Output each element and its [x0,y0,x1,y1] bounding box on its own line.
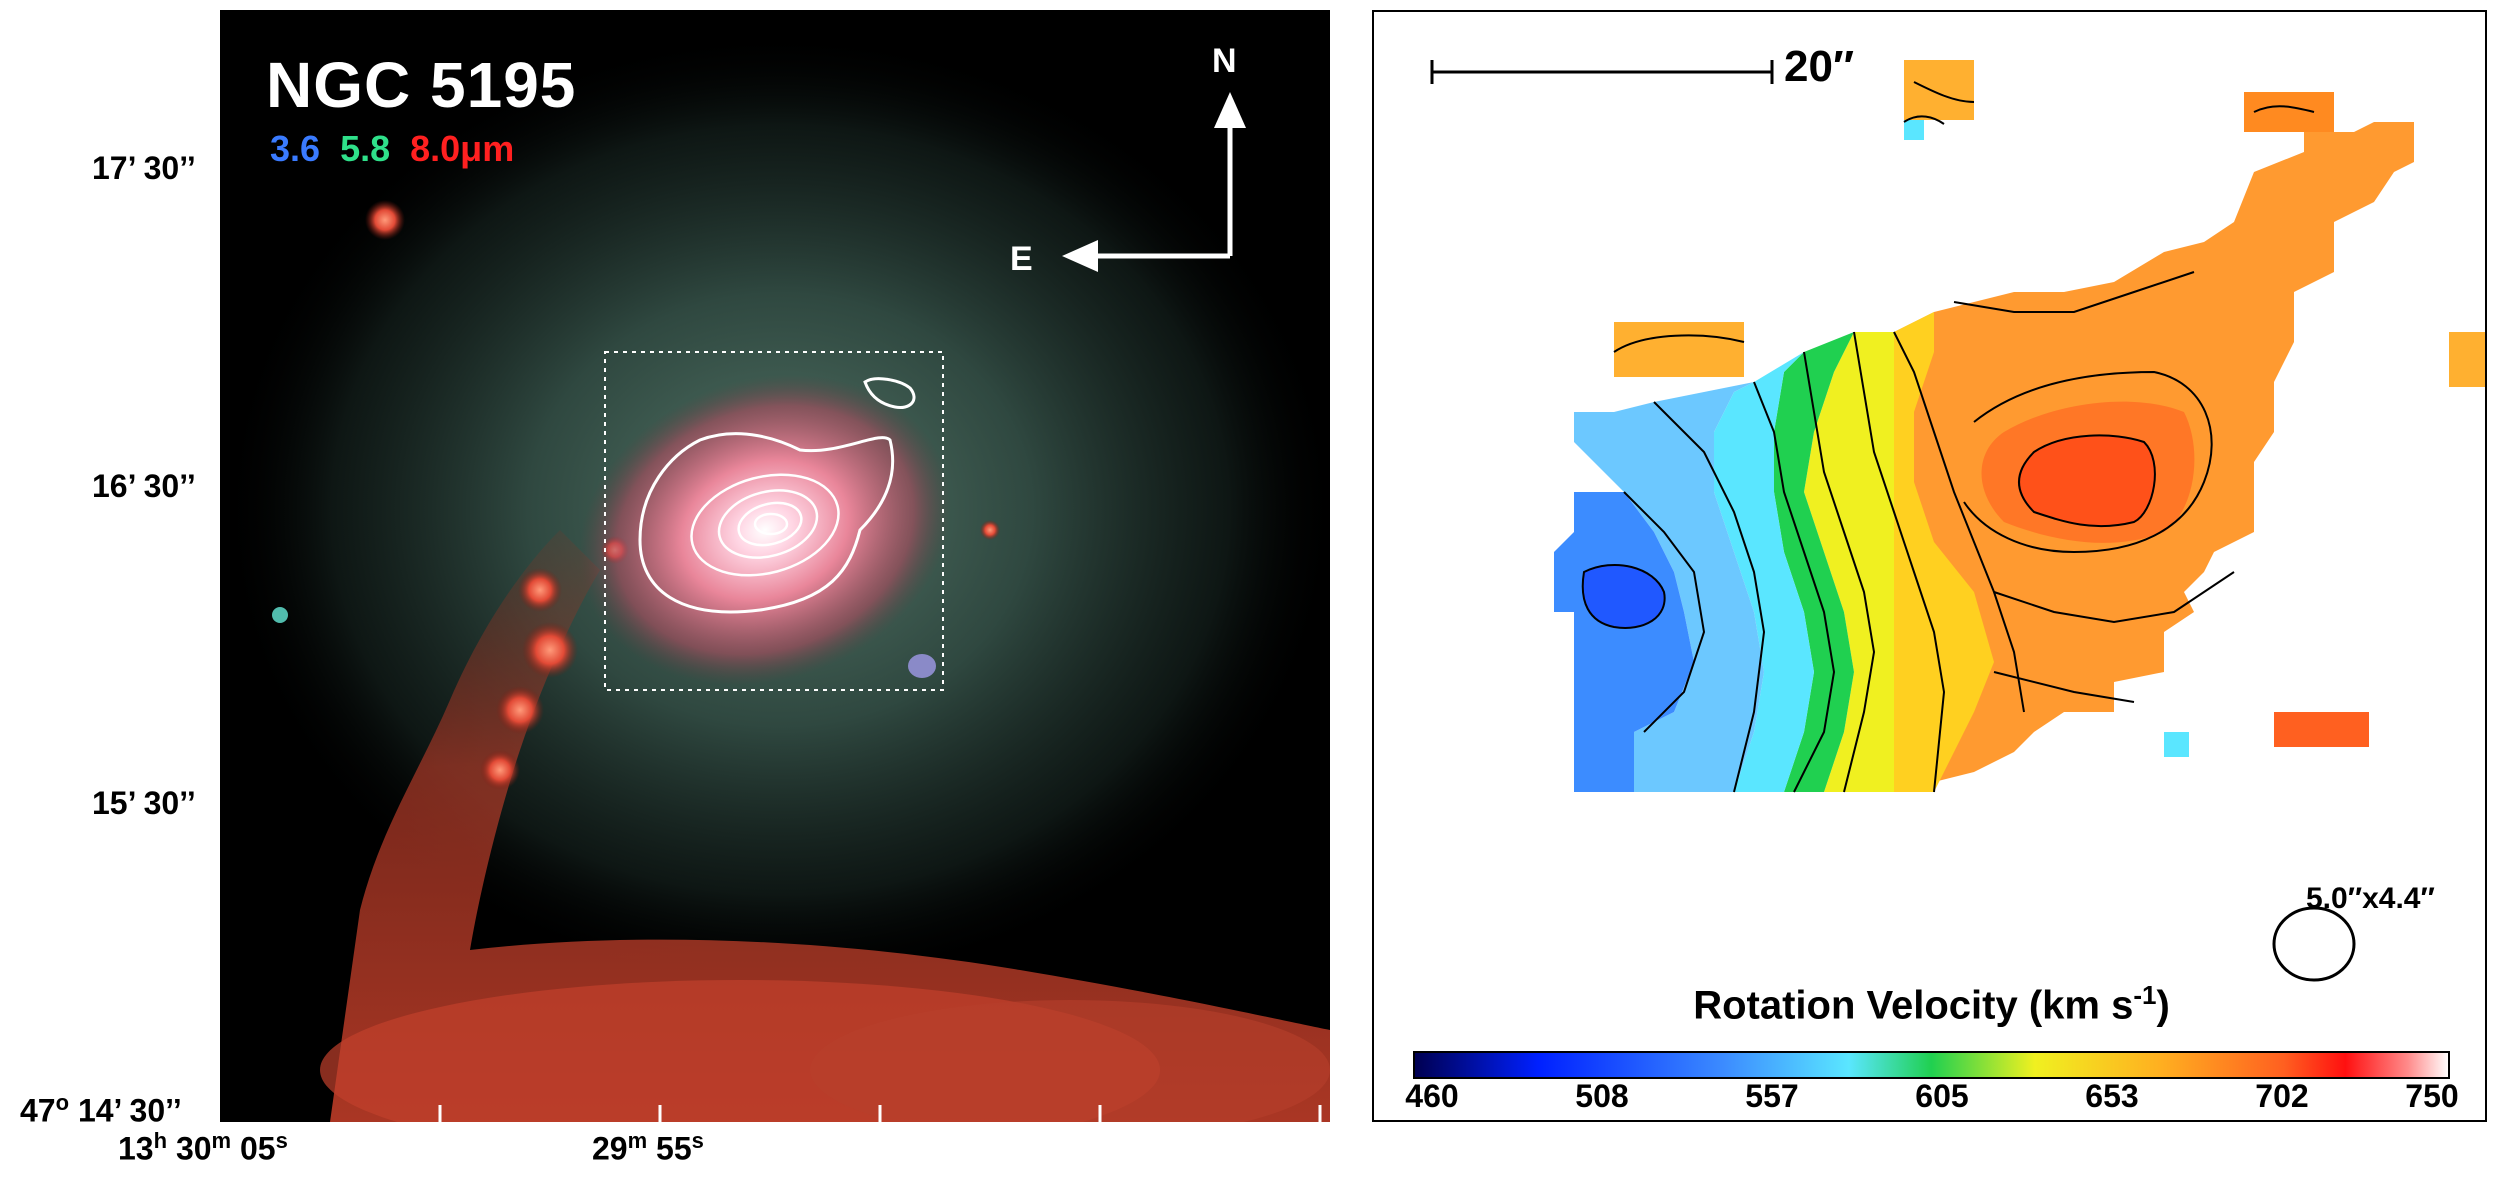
colorbar-tick: 605 [1915,1078,1969,1114]
dec-label-14-30: 47o 14’ 30’’ [20,1090,182,1129]
velocity-contours [1581,81,2315,793]
compass-east-label: E [1010,240,1033,278]
colorbar-tick: 702 [2255,1078,2309,1114]
colorbar-ticks: 460 508 557 605 653 702 750 [1374,1078,2485,1118]
band-label-5-8: 5.8 [340,128,391,169]
beam-size-label: 5.0″x4.4″ [2306,882,2435,915]
velocity-map [1413,60,2485,1079]
image-title: NGC 5195 [266,49,577,121]
band-label-8-0: 8.0μm [410,128,515,169]
colorbar-tick: 508 [1575,1078,1629,1114]
colorbar-tick: 750 [2405,1078,2459,1114]
dec-label-15-30: 15’ 30’’ [92,785,196,821]
velocity-field [1554,60,2485,792]
ra-label-29m55s: 29m 55s [592,1128,704,1167]
colorbar [1413,1051,2450,1079]
scale-bar-label: 20″ [1784,42,1855,91]
infrared-image-panel: NGC 5195 3.6 5.8 8.0μm N E [220,10,1330,1122]
beam-ellipse [2272,906,2356,982]
infrared-image [220,30,1330,1122]
dec-label-16-30: 16’ 30’’ [92,468,196,504]
ra-label-13h30m05s: 13h 30m 05s [118,1128,288,1167]
compass-north-label: N [1212,42,1237,80]
colorbar-title: Rotation Velocity (km s-1) [1693,980,2170,1028]
band-legend: 3.6 5.8 8.0μm [270,128,524,170]
velocity-map-panel: 20″ 5.0″x4.4″ Rotation Velocity (km s-1)… [1372,10,2487,1122]
colorbar-tick: 653 [2085,1078,2139,1114]
dec-label-17-30: 17’ 30’’ [92,150,196,186]
colorbar-tick: 460 [1405,1078,1459,1114]
colorbar-tick: 557 [1745,1078,1799,1114]
band-label-3-6: 3.6 [270,128,321,169]
